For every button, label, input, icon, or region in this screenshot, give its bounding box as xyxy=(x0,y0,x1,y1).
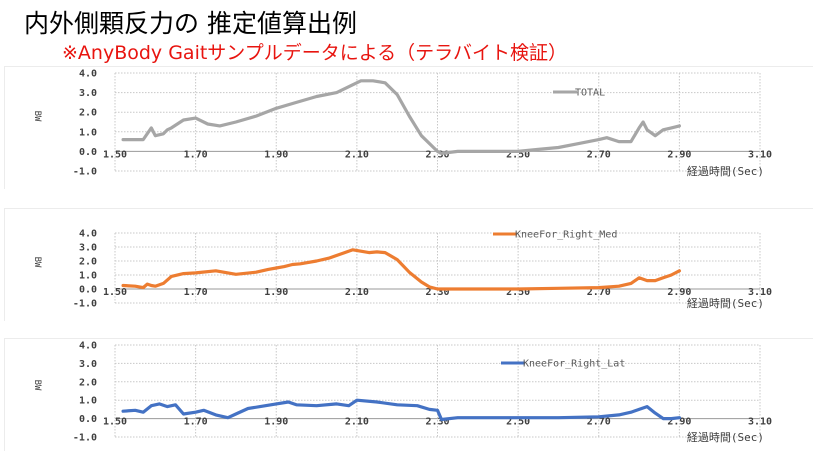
y-tick-label: 1.0 xyxy=(79,396,97,407)
y-tick-label: -1.0 xyxy=(73,299,97,310)
x-tick-label: 1.50 xyxy=(103,149,127,160)
x-tick-label: 2.90 xyxy=(667,417,691,428)
y-tick-label: 0.0 xyxy=(79,414,97,425)
y-tick-label: 4.0 xyxy=(79,229,97,240)
y-tick-label: 4.0 xyxy=(79,69,97,80)
x-tick-label: 1.70 xyxy=(184,149,208,160)
y-axis-label: BW xyxy=(32,380,42,391)
x-tick-label: 2.90 xyxy=(667,149,691,160)
x-tick-label: 1.90 xyxy=(264,149,288,160)
y-tick-label: 4.0 xyxy=(79,341,97,352)
y-tick-label: -1.0 xyxy=(73,167,97,178)
x-tick-label: 2.70 xyxy=(587,149,611,160)
x-tick-label: 1.90 xyxy=(264,287,288,298)
x-tick-label: 1.50 xyxy=(103,287,127,298)
legend-label: TOTAL xyxy=(575,88,605,99)
x-tick-label: 2.10 xyxy=(345,149,369,160)
y-axis-label: BW xyxy=(32,111,42,122)
chart-total: 4.0 3.0 2.0 1.0 0.0 -1.0 1.50 1.70 1.90 2.10 2.30 2… xyxy=(32,69,772,179)
page-subtitle: ※AnyBody Gaitサンプルデータによる（テラバイト検証） xyxy=(62,42,567,64)
chart-panel-lateral: 4.0 3.0 2.0 1.0 0.0 -1.0 1.50 1.70 1.90 2.10 2.30 2… xyxy=(4,338,813,451)
x-axis-label: 経過時間(Sec) xyxy=(687,431,764,444)
y-tick-label: 0.0 xyxy=(79,147,97,158)
chart-panel-medial: 4.0 3.0 2.0 1.0 0.0 -1.0 1.50 1.70 1.90 2.10 2.30 2… xyxy=(4,208,813,321)
y-axis-label: BW xyxy=(32,257,42,268)
y-tick-label: 2.0 xyxy=(79,377,97,388)
page-title: 内外側顆反力の 推定値算出例 xyxy=(24,9,357,38)
x-tick-label: 2.70 xyxy=(587,417,611,428)
x-tick-label: 3.10 xyxy=(748,287,772,298)
x-tick-label: 2.50 xyxy=(506,287,530,298)
y-tick-label: 1.0 xyxy=(79,127,97,138)
y-tick-label: 0.0 xyxy=(79,285,97,296)
x-tick-label: 2.30 xyxy=(425,287,449,298)
x-tick-label: 2.70 xyxy=(587,287,611,298)
series-line-KneeFor_Right_Med xyxy=(121,248,682,291)
x-tick-label: 2.30 xyxy=(425,417,449,428)
x-axis-label: 経過時間(Sec) xyxy=(687,297,764,310)
x-tick-label: 1.50 xyxy=(103,417,127,428)
series-line-KneeFor_Right_Lat xyxy=(121,398,682,422)
y-tick-label: 2.0 xyxy=(79,257,97,268)
x-tick-label: 2.10 xyxy=(345,287,369,298)
x-tick-label: 2.30 xyxy=(425,149,449,160)
y-tick-label: -1.0 xyxy=(73,433,97,444)
x-tick-label: 2.50 xyxy=(506,417,530,428)
x-tick-label: 2.90 xyxy=(667,287,691,298)
y-tick-label: 3.0 xyxy=(79,243,97,254)
y-tick-label: 3.0 xyxy=(79,359,97,370)
x-tick-label: 3.10 xyxy=(748,417,772,428)
x-tick-label: 3.10 xyxy=(748,149,772,160)
chart-panel-total: 4.0 3.0 2.0 1.0 0.0 -1.0 1.50 1.70 1.90 2.10 2.30 2… xyxy=(4,66,813,189)
legend-label: KneeFor_Right_Med xyxy=(515,230,617,241)
y-tick-label: 1.0 xyxy=(79,271,97,282)
legend-label: KneeFor_Right_Lat xyxy=(523,359,625,370)
x-tick-label: 2.50 xyxy=(506,149,530,160)
y-tick-label: 3.0 xyxy=(79,88,97,99)
y-tick-label: 2.0 xyxy=(79,108,97,119)
x-tick-label: 1.90 xyxy=(264,417,288,428)
chart-lateral: 4.0 3.0 2.0 1.0 0.0 -1.0 1.50 1.70 1.90 2.10 2.30 2… xyxy=(32,341,772,445)
x-tick-label: 1.70 xyxy=(184,417,208,428)
chart-medial: 4.0 3.0 2.0 1.0 0.0 -1.0 1.50 1.70 1.90 2.10 2.30 2… xyxy=(32,229,772,311)
x-tick-label: 1.70 xyxy=(184,287,208,298)
series-line-TOTAL xyxy=(121,79,682,156)
x-tick-label: 2.10 xyxy=(345,417,369,428)
x-axis-label: 経過時間(Sec) xyxy=(687,165,764,178)
